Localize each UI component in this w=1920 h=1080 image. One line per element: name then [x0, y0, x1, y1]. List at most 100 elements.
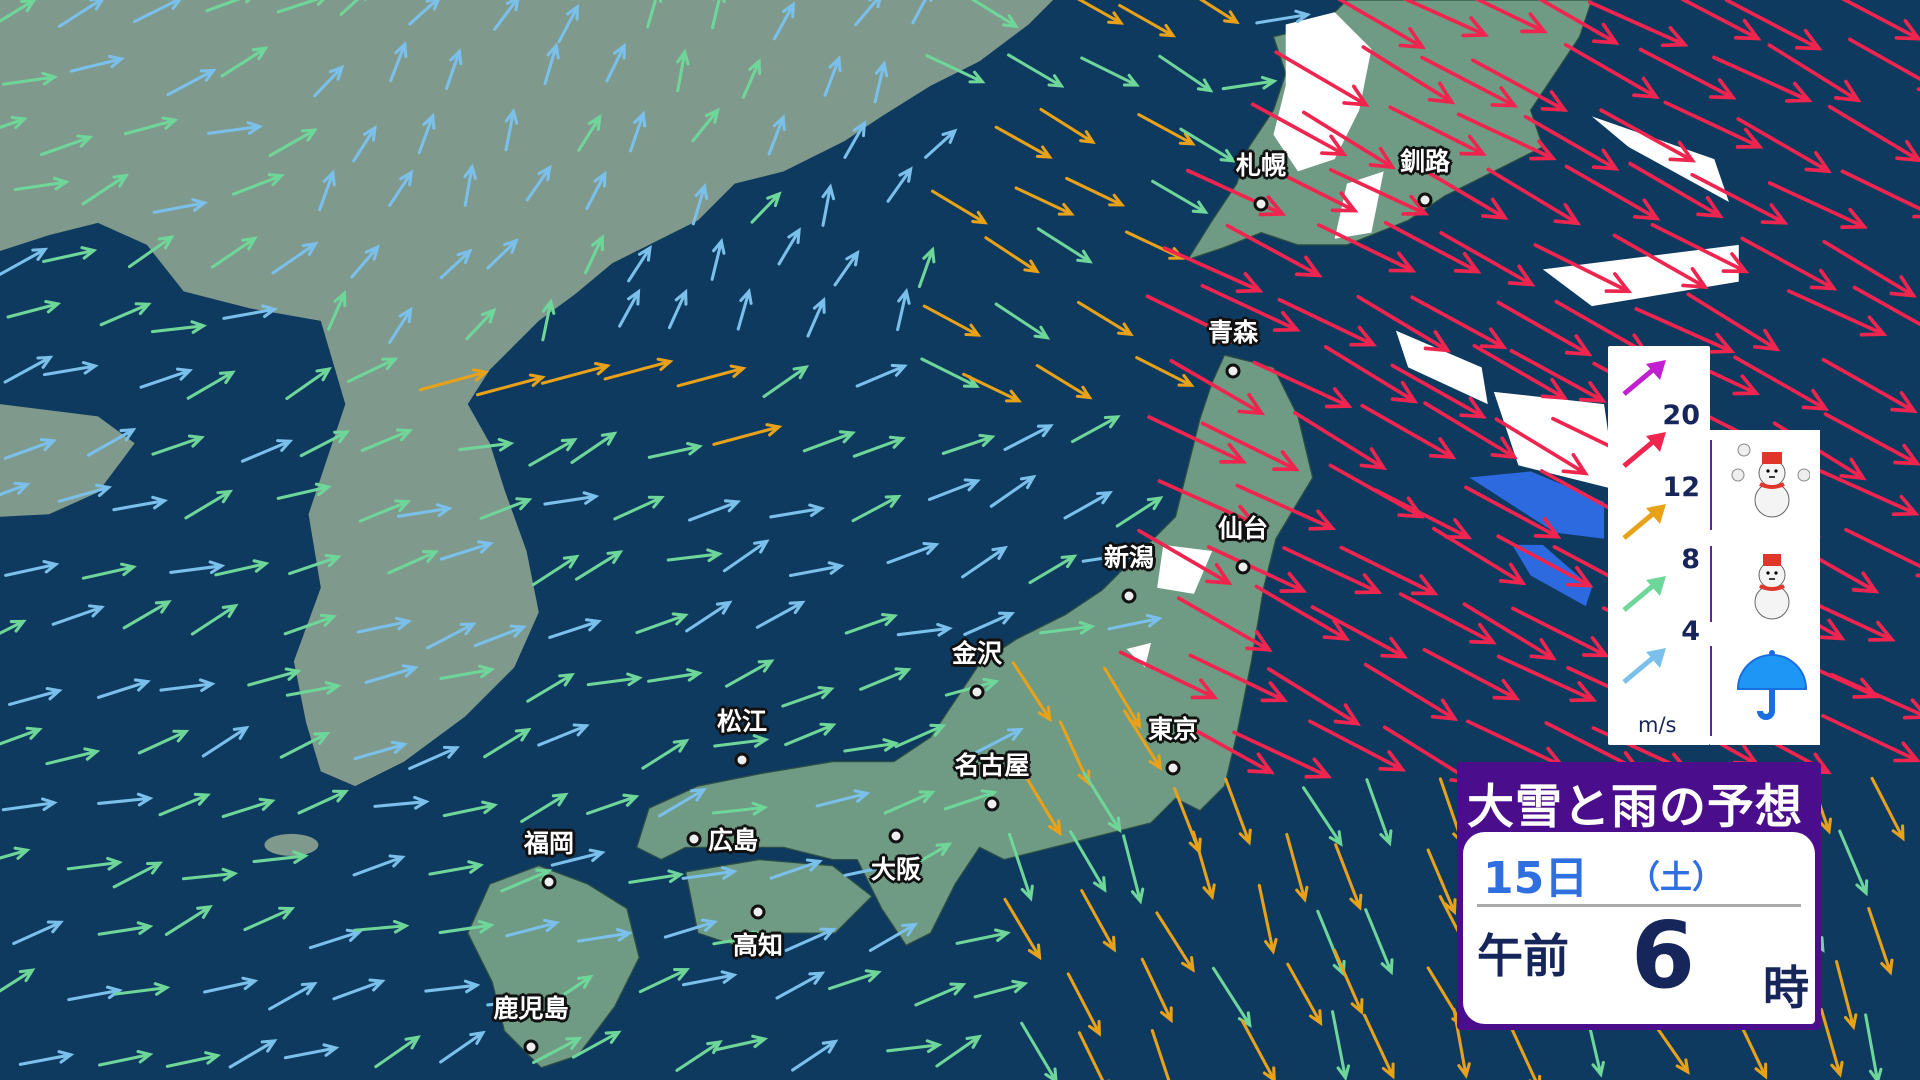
- forecast-title-panel: 大雪と雨の予想 15日 （土） 午前 6 時: [1457, 762, 1821, 1030]
- wind-arrow: [852, 435, 906, 458]
- wind-arrow: [1332, 948, 1364, 1016]
- wind-arrow: [1844, 527, 1920, 578]
- wind-arrow: [279, 732, 331, 759]
- wind-arrow: [1135, 356, 1195, 387]
- wind-arrow: [1179, 127, 1237, 163]
- wind-arrow: [96, 678, 151, 699]
- wind-arrow: [220, 46, 269, 78]
- wind-arrow: [1158, 54, 1214, 93]
- wind-arrow: [442, 800, 499, 818]
- wind-arrow: [1039, 620, 1096, 635]
- wind-arrow: [1864, 1013, 1883, 1080]
- wind-arrow: [772, 1, 796, 41]
- wind-arrow: [1496, 654, 1598, 703]
- wind-arrow: [112, 495, 168, 512]
- wind-arrow: [190, 603, 239, 636]
- wind-arrow: [815, 789, 871, 808]
- wind-arrow: [424, 979, 481, 994]
- wind-arrow: [8, 687, 63, 706]
- wind-arrow: [1310, 605, 1408, 659]
- wind-arrow: [1373, 488, 1473, 540]
- wind-arrow: [276, 482, 332, 500]
- wind-arrow: [843, 860, 899, 877]
- wind-arrow: [1070, 415, 1121, 444]
- wind-arrow: [81, 173, 130, 206]
- wind-arrow: [627, 244, 652, 283]
- wind-arrow: [252, 850, 309, 864]
- wind-arrow: [537, 723, 590, 747]
- wind-arrow: [297, 789, 349, 815]
- wind-arrow: [1077, 1031, 1110, 1080]
- wind-arrow: [843, 738, 900, 753]
- wind-arrow: [1767, 181, 1868, 229]
- wind-arrow: [1712, 55, 1813, 103]
- wind-arrow: [574, 550, 624, 581]
- city-label: 新潟: [1103, 543, 1155, 572]
- wind-arrow: [1207, 545, 1308, 593]
- wind-arrow: [736, 287, 753, 331]
- wind-arrow: [1277, 297, 1378, 347]
- wind-arrow: [663, 918, 718, 939]
- city-dot: [734, 752, 750, 768]
- wind-arrow: [184, 489, 234, 520]
- wind-arrow: [851, 494, 902, 523]
- legend-divider: [1710, 646, 1712, 736]
- wind-arrow: [769, 858, 823, 880]
- wind-arrow: [638, 968, 691, 994]
- wind-arrow: [352, 854, 406, 877]
- wind-arrow: [873, 60, 889, 104]
- wind-arrow: [1361, 45, 1456, 105]
- wind-arrow: [285, 681, 342, 697]
- wind-arrow: [1198, 0, 1240, 25]
- wind-arrow: [1039, 107, 1096, 144]
- wind-arrow: [389, 40, 408, 83]
- wind-arrow: [332, 978, 386, 1001]
- wind-arrow: [784, 927, 837, 952]
- wind-arrow: [806, 296, 826, 338]
- wind-arrow: [685, 600, 733, 633]
- wind-arrow: [387, 550, 439, 575]
- wind-arrow: [750, 191, 782, 224]
- wind-arrow: [504, 107, 519, 152]
- wind-arrow: [86, 428, 137, 457]
- wind-arrow: [922, 304, 982, 337]
- wind-arrow: [585, 170, 607, 211]
- wind-arrow: [1286, 962, 1323, 1027]
- wind-arrow: [151, 434, 205, 456]
- wind-arrow: [781, 686, 835, 708]
- city-label: 釧路: [1399, 147, 1451, 176]
- wind-arrow: [231, 173, 285, 196]
- wind-arrow: [828, 969, 882, 991]
- city-dot: [686, 831, 702, 847]
- wind-arrow: [520, 792, 569, 824]
- wind-arrow: [486, 993, 543, 1008]
- wind-arrow: [39, 134, 94, 157]
- city-dot: [1225, 363, 1241, 379]
- wind-arrow: [165, 1051, 222, 1068]
- wind-arrow: [268, 981, 318, 1011]
- wind-arrow: [1224, 777, 1252, 846]
- wind-arrow: [886, 166, 913, 203]
- wind-arrow: [532, 1036, 583, 1065]
- wind-arrow: [1162, 246, 1264, 294]
- wind-arrow: [99, 302, 152, 327]
- legend-arrow: [1622, 648, 1666, 684]
- city-label: 松江: [716, 707, 768, 736]
- rain-umbrella-icon: [1736, 650, 1808, 720]
- wind-arrow: [722, 539, 770, 573]
- wind-arrow: [0, 619, 27, 635]
- wind-arrow: [97, 921, 154, 936]
- wind-arrow: [1819, 1008, 1844, 1078]
- asia-continent: [0, 0, 1054, 856]
- wind-arrow: [647, 441, 703, 459]
- wind-arrow: [67, 985, 123, 1002]
- city-dot: [523, 1039, 539, 1055]
- wind-arrow: [1821, 714, 1920, 763]
- wind-arrow: [1356, 294, 1452, 353]
- forecast-title: 大雪と雨の予想: [1467, 780, 1803, 835]
- wind-arrow: [886, 541, 940, 565]
- wind-arrow: [1007, 832, 1034, 902]
- wind-arrow: [388, 306, 413, 345]
- wind-arrow: [426, 622, 477, 650]
- wind-arrow: [164, 905, 213, 936]
